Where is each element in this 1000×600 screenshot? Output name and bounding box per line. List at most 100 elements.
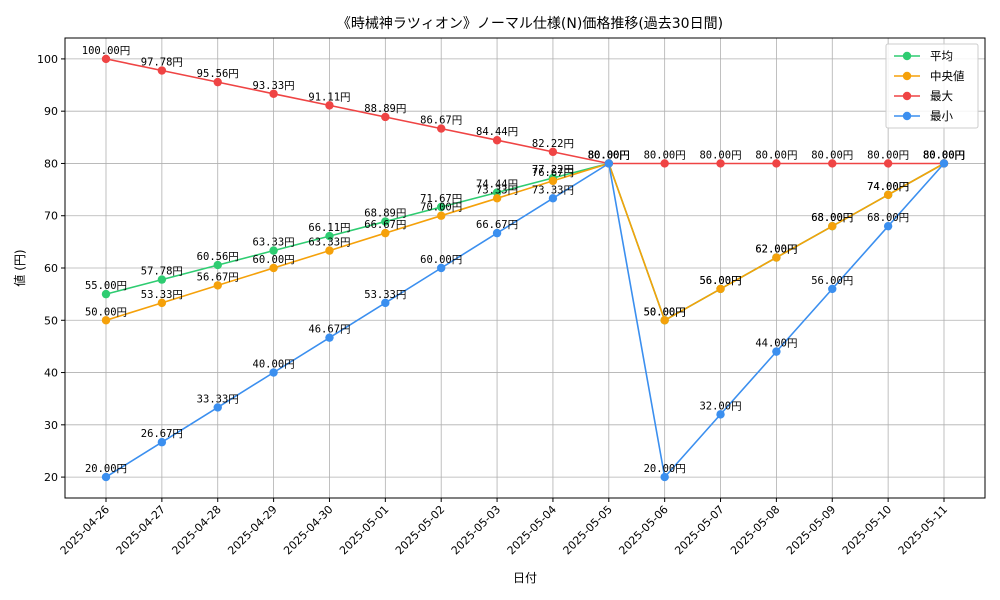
data-label: 66.67円 <box>364 219 406 231</box>
legend-marker <box>902 51 912 61</box>
data-label: 71.67円 <box>420 193 462 205</box>
data-point <box>381 112 390 122</box>
legend-marker <box>902 71 912 81</box>
legend-marker <box>902 111 912 121</box>
y-tick-label: 100 <box>37 53 58 66</box>
y-axis-label: 値 (円) <box>12 249 27 286</box>
data-point <box>437 263 446 273</box>
data-label: 80.00円 <box>588 149 630 161</box>
series-line-2 <box>105 58 944 165</box>
data-point <box>269 263 278 273</box>
data-point <box>660 159 669 168</box>
data-label: 70.00円 <box>420 202 462 214</box>
data-point <box>269 246 278 255</box>
data-label: 62.00円 <box>755 244 797 256</box>
y-tick-label: 50 <box>44 314 58 327</box>
data-label: 56.00円 <box>699 275 741 287</box>
data-point <box>660 316 669 325</box>
series-line-3 <box>105 162 945 479</box>
data-label: 20.00円 <box>644 463 686 475</box>
data-label: 68.00円 <box>811 212 853 224</box>
data-point <box>325 333 334 342</box>
data-label: 93.33円 <box>253 80 295 92</box>
data-label: 82.22円 <box>532 138 574 150</box>
data-point <box>828 221 837 231</box>
data-label: 100.00円 <box>82 45 130 57</box>
data-label: 40.00円 <box>253 359 295 371</box>
data-point <box>772 347 781 356</box>
data-label: 32.00円 <box>699 400 741 412</box>
data-label: 68.00円 <box>811 212 853 224</box>
data-point <box>325 246 334 255</box>
data-label: 80.00円 <box>811 149 853 161</box>
y-tick-label: 40 <box>44 367 58 380</box>
data-label: 33.33円 <box>197 393 239 405</box>
data-label: 97.78円 <box>141 57 183 69</box>
data-label: 20.00円 <box>85 463 127 475</box>
data-label: 57.78円 <box>141 266 183 278</box>
data-label: 80.00円 <box>699 149 741 161</box>
data-label: 80.00円 <box>755 149 797 161</box>
data-label: 50.00円 <box>644 306 686 318</box>
legend-label: 最大 <box>930 89 953 103</box>
data-point <box>604 159 613 168</box>
data-point <box>101 472 111 482</box>
data-label: 68.89円 <box>364 208 406 220</box>
data-label: 80.00円 <box>867 149 909 161</box>
data-label: 80.00円 <box>923 149 965 161</box>
legend-label: 最小 <box>930 109 953 123</box>
data-point <box>381 217 390 226</box>
data-label: 60.00円 <box>420 254 462 266</box>
data-point <box>492 136 502 145</box>
data-point <box>548 147 558 157</box>
data-label: 80.00円 <box>923 149 965 161</box>
data-label: 80.00円 <box>923 149 965 161</box>
data-label: 68.00円 <box>867 212 909 224</box>
data-point <box>157 298 167 308</box>
series-line-1 <box>105 162 945 322</box>
data-label: 55.00円 <box>85 280 127 292</box>
data-point <box>157 438 167 447</box>
data-point <box>157 275 167 284</box>
data-label: 74.00円 <box>867 181 909 193</box>
data-point <box>213 403 222 412</box>
data-label: 77.22円 <box>532 164 574 176</box>
data-point <box>325 231 334 241</box>
data-label: 80.00円 <box>588 149 630 161</box>
data-label: 84.44円 <box>476 126 518 138</box>
data-label: 88.89円 <box>364 103 406 115</box>
data-point <box>437 124 446 133</box>
data-point <box>660 472 669 482</box>
data-label: 56.00円 <box>811 275 853 287</box>
data-point <box>828 284 837 294</box>
data-label: 50.00円 <box>85 306 127 318</box>
data-label: 56.67円 <box>197 271 239 283</box>
y-tick-label: 80 <box>44 157 58 170</box>
data-label: 63.33円 <box>253 237 295 249</box>
data-point <box>492 228 502 238</box>
data-point <box>101 289 111 299</box>
data-point <box>325 101 334 110</box>
y-tick-label: 60 <box>44 262 58 275</box>
data-label: 26.67円 <box>141 428 183 440</box>
grid <box>65 38 985 498</box>
data-label: 62.00円 <box>755 244 797 256</box>
x-axis-label: 日付 <box>513 571 537 585</box>
y-tick-label: 70 <box>44 210 58 223</box>
data-label: 53.33円 <box>364 289 406 301</box>
data-point <box>101 54 111 64</box>
data-label: 73.33円 <box>476 184 518 196</box>
data-label: 73.33円 <box>532 184 574 196</box>
data-label: 66.67円 <box>476 219 518 231</box>
data-label: 80.00円 <box>644 149 686 161</box>
legend-marker <box>902 91 912 101</box>
data-label: 86.67円 <box>420 115 462 127</box>
data-point <box>213 260 222 270</box>
data-point <box>269 89 278 98</box>
y-tick-label: 20 <box>44 471 58 484</box>
data-point <box>883 221 893 231</box>
data-label: 46.67円 <box>308 324 350 336</box>
